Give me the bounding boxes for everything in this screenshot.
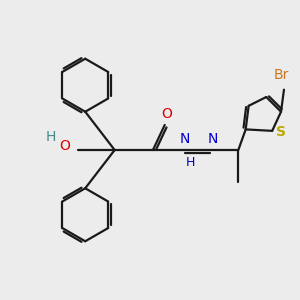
Text: H: H	[45, 130, 56, 144]
Text: S: S	[276, 125, 286, 139]
Text: N: N	[179, 133, 190, 146]
Text: O: O	[60, 139, 70, 153]
Text: O: O	[161, 107, 172, 122]
Text: N: N	[208, 133, 218, 146]
Text: Br: Br	[273, 68, 289, 82]
Text: H: H	[186, 156, 195, 169]
